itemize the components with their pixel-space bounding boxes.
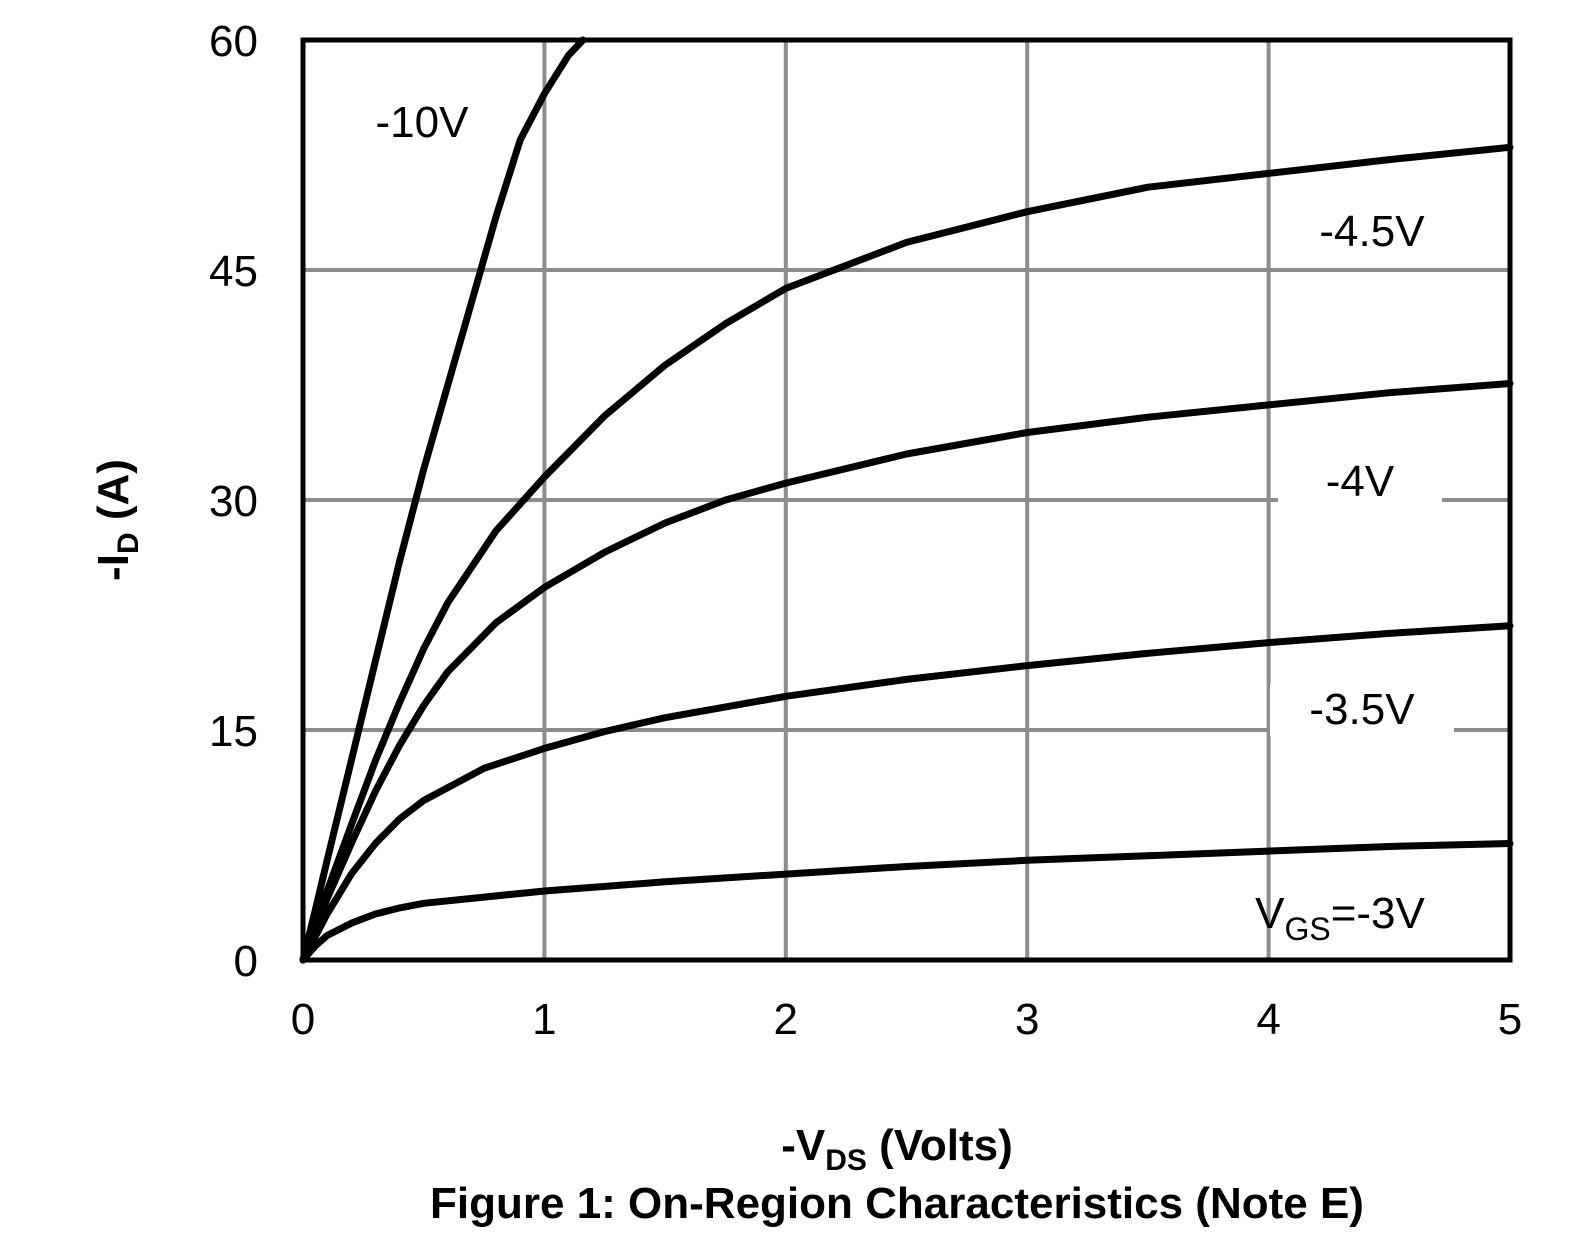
y-tick-labels: 0 15 30 45 60 — [209, 17, 258, 986]
curve-label-suffix: =-3V — [1331, 889, 1426, 938]
y-tick-label: 45 — [209, 247, 258, 296]
curve-label-text: -4.5V — [1319, 207, 1425, 256]
y-tick-label: 0 — [234, 937, 258, 986]
curve-label-4: VGS=-3V — [1255, 889, 1425, 947]
x-tick-label: 5 — [1498, 995, 1522, 1044]
x-tick-label: 4 — [1256, 995, 1280, 1044]
curve-series-4 — [299, 840, 1514, 964]
curve-series-2 — [299, 380, 1514, 964]
plot-frame — [300, 37, 1513, 963]
curve-series-0 — [299, 36, 587, 964]
x-tick-label: 2 — [774, 995, 798, 1044]
figure-caption: Figure 1: On-Region Characteristics (Not… — [430, 1179, 1364, 1228]
curve-label-0: -10V — [376, 98, 470, 147]
curve-label-2: -4V — [1326, 457, 1395, 506]
curve-label-subscript: GS — [1284, 911, 1330, 947]
curve-label-text: V — [1255, 889, 1285, 938]
label-background — [1270, 684, 1454, 736]
x-tick-labels: 0 1 2 3 4 5 — [291, 995, 1522, 1044]
curve-label-text: -4V — [1326, 457, 1395, 506]
y-axis-title-subscript: D — [112, 532, 145, 554]
x-tick-label: 1 — [532, 995, 556, 1044]
x-axis-title-subscript: DS — [825, 1144, 867, 1177]
x-axis-title-unit: (Volts) — [867, 1121, 1013, 1170]
curve-series-1 — [299, 143, 1514, 964]
x-axis-title: -VDS (Volts) — [781, 1121, 1013, 1177]
y-axis-title-unit: (A) — [89, 459, 138, 532]
label-backgrounds — [1270, 206, 1464, 736]
x-axis-title-main: -V — [781, 1121, 826, 1170]
grid-lines — [303, 40, 1510, 960]
y-axis-title: -ID (A) — [89, 459, 145, 581]
y-tick-label: 30 — [209, 477, 258, 526]
x-tick-label: 0 — [291, 995, 315, 1044]
curve-label-text: -10V — [376, 98, 470, 147]
y-tick-label: 60 — [209, 17, 258, 66]
curve-label-3: -3.5V — [1309, 685, 1415, 734]
curve-label-text: -3.5V — [1309, 685, 1415, 734]
label-background — [1280, 206, 1464, 258]
curve-series-3 — [299, 622, 1514, 964]
y-tick-label: 15 — [209, 707, 258, 756]
curve-label-1: -4.5V — [1319, 207, 1425, 256]
curves — [299, 36, 1514, 964]
x-tick-label: 3 — [1015, 995, 1039, 1044]
label-background — [1278, 456, 1442, 508]
y-axis-title-main: -I — [89, 554, 138, 581]
curve-labels: -10V -4.5V -4V -3.5V VGS=-3V — [376, 98, 1426, 947]
